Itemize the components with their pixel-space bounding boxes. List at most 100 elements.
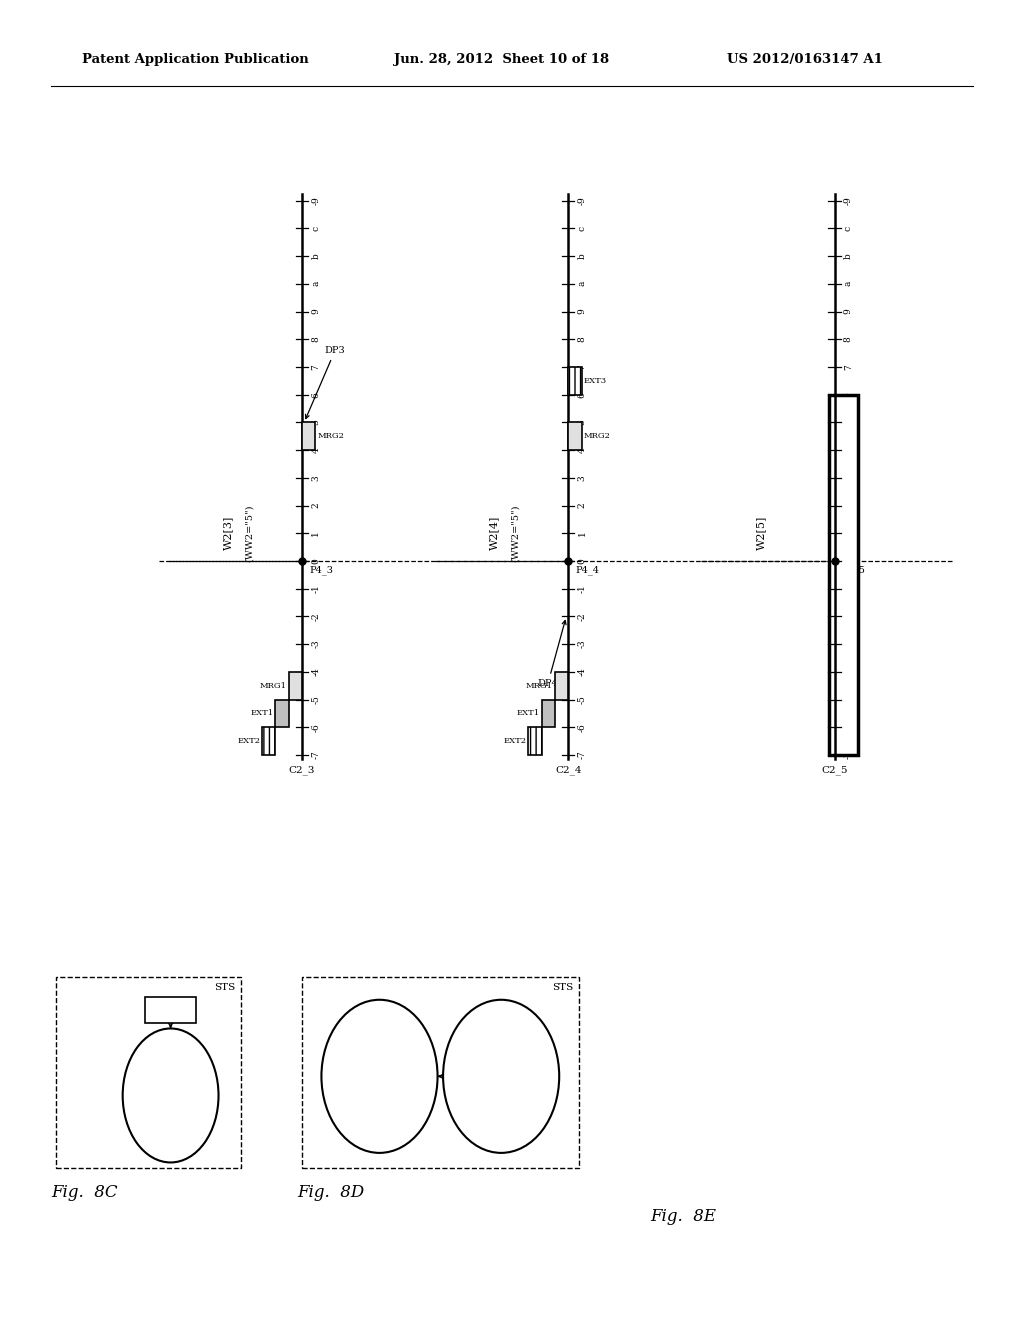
Text: a: a [578,281,587,286]
Text: Jun. 28, 2012  Sheet 10 of 18: Jun. 28, 2012 Sheet 10 of 18 [394,53,609,66]
Text: 9: 9 [844,309,853,314]
Text: ADJ: ADJ [487,1069,514,1084]
Text: MRG2: MRG2 [584,432,610,441]
Text: MRG2: MRG2 [317,432,344,441]
Ellipse shape [123,1028,218,1163]
Text: Fig.  8D: Fig. 8D [297,1184,365,1201]
Text: W2[3]: W2[3] [223,516,233,550]
Text: DP4: DP4 [538,620,566,688]
Text: b: b [844,253,853,259]
Text: a: a [311,281,321,286]
Text: c: c [844,226,853,231]
Text: 4: 4 [311,447,321,453]
Text: C2_4: C2_4 [555,766,582,775]
Text: -5: -5 [578,696,587,704]
Text: ADJ: ADJ [158,1089,184,1102]
Text: -4: -4 [844,668,853,676]
Text: US 2012/0163147 A1: US 2012/0163147 A1 [727,53,883,66]
Text: EXT2: EXT2 [238,737,260,746]
Text: 3: 3 [578,475,587,480]
Text: a: a [844,281,853,286]
Text: -5: -5 [844,696,853,704]
Text: C2_5: C2_5 [821,766,848,775]
Text: -9: -9 [578,197,587,205]
Text: STS: STS [552,983,573,993]
Text: -6: -6 [311,723,321,731]
Bar [568,422,582,450]
Text: -1: -1 [311,585,321,593]
Text: DP3: DP3 [305,346,345,418]
Text: -4: -4 [311,668,321,676]
Text: 8: 8 [311,337,321,342]
Text: P4_5: P4_5 [842,565,865,574]
Text: 2: 2 [844,503,853,508]
Ellipse shape [443,999,559,1152]
Text: P4_3: P4_3 [309,565,333,574]
Text: 1: 1 [578,531,587,536]
Text: 7: 7 [311,364,321,370]
Bar [302,422,315,450]
Text: 7: 7 [578,364,587,370]
Text: 6: 6 [311,392,321,397]
Text: -4: -4 [578,668,587,676]
Text: 7: 7 [844,364,853,370]
Text: 1: 1 [311,531,321,536]
Text: C2_3: C2_3 [289,766,315,775]
Text: P4_4: P4_4 [575,565,599,574]
Text: 3: 3 [844,475,853,480]
Text: W2[5]: W2[5] [756,516,766,550]
Text: -7: -7 [844,751,853,759]
Bar [144,997,197,1023]
Text: -3: -3 [844,640,853,648]
Text: -2: -2 [578,612,587,620]
Text: -1: -1 [578,585,587,593]
Text: -7: -7 [578,751,587,759]
Text: -9: -9 [844,197,853,205]
Bar [275,700,289,727]
Text: 8: 8 [578,337,587,342]
Text: c: c [578,226,587,231]
Text: (WW2="5"): (WW2="5") [511,504,519,562]
Text: STS: STS [214,983,236,993]
Text: -2: -2 [844,612,853,620]
Text: 0: 0 [578,558,587,564]
Text: -1: -1 [844,585,853,593]
Text: 6: 6 [578,392,587,397]
Text: -3: -3 [578,640,587,648]
Text: 5: 5 [578,420,587,425]
Text: EXT1: EXT1 [516,709,540,718]
Text: 5: 5 [844,420,853,425]
Text: -9: -9 [311,197,321,205]
Bar [568,367,582,395]
Text: c: c [311,226,321,231]
Text: 9: 9 [311,309,321,314]
Text: 9: 9 [578,309,587,314]
Bar [829,395,858,755]
Text: EXT2: EXT2 [504,737,526,746]
Text: 5: 5 [311,420,321,425]
Text: SRCH: SRCH [359,1069,400,1082]
Text: Fig.  8E: Fig. 8E [650,1208,716,1225]
Text: -7: -7 [311,751,321,759]
Bar [555,672,568,700]
Text: -6: -6 [578,723,587,731]
Bar [262,727,275,755]
Bar [542,700,555,727]
Text: 6: 6 [844,392,853,397]
Text: -5: -5 [311,696,321,704]
Bar [289,672,302,700]
Text: Patent Application Publication: Patent Application Publication [82,53,308,66]
Text: 4: 4 [844,447,853,453]
Bar [528,727,542,755]
Text: 2: 2 [578,503,587,508]
Text: 4: 4 [578,447,587,453]
Text: -2: -2 [311,612,321,620]
Text: 1: 1 [844,531,853,536]
Text: 8: 8 [844,337,853,342]
Text: -3: -3 [311,640,321,648]
Text: b: b [311,253,321,259]
Text: Fig.  8C: Fig. 8C [51,1184,118,1201]
Text: 0: 0 [311,558,321,564]
Text: (WW2="5"): (WW2="5") [245,504,253,562]
Text: MRG1: MRG1 [260,681,287,690]
